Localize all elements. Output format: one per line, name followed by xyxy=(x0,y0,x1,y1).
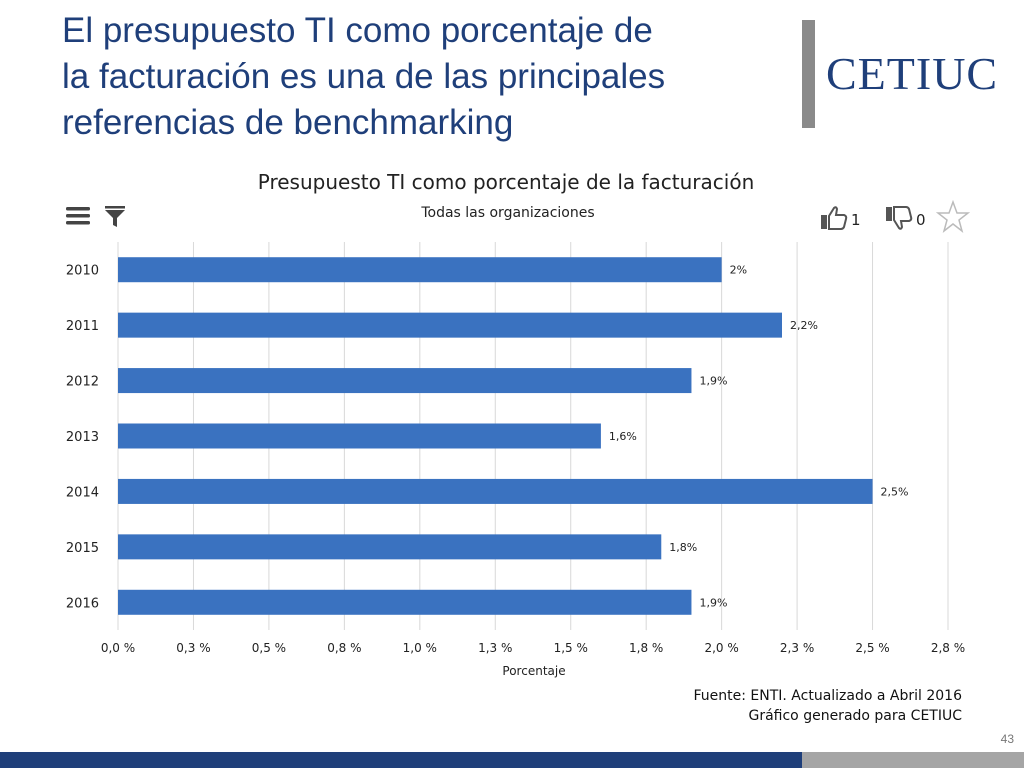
x-tick-label: 2,3 % xyxy=(780,641,814,655)
x-tick-label: 2,5 % xyxy=(855,641,889,655)
source-note: Fuente: ENTI. Actualizado a Abril 2016 G… xyxy=(693,686,962,726)
logo: CETIUC xyxy=(826,48,999,99)
x-tick-label: 1,3 % xyxy=(478,641,512,655)
y-category-label: 2016 xyxy=(66,596,99,611)
bar xyxy=(118,589,692,615)
logo-bar xyxy=(802,20,815,128)
thumbs-down-icon[interactable] xyxy=(885,205,913,231)
data-label: 1,8% xyxy=(669,541,697,554)
y-category-label: 2014 xyxy=(66,485,99,500)
data-label: 1,9% xyxy=(699,596,727,609)
bar xyxy=(118,312,782,338)
filter-icon[interactable] xyxy=(104,205,126,229)
x-tick-label: 1,0 % xyxy=(403,641,437,655)
bar xyxy=(118,257,722,283)
x-tick-label: 0,0 % xyxy=(101,641,135,655)
chart-subtitle: Todas las organizaciones xyxy=(421,205,595,221)
x-tick-label: 0,5 % xyxy=(252,641,286,655)
bar xyxy=(118,534,662,560)
data-label: 2% xyxy=(730,264,747,277)
slide-title-line-3: referencias de benchmarking xyxy=(62,103,514,142)
y-category-label: 2013 xyxy=(66,430,99,445)
y-category-label: 2012 xyxy=(66,375,99,390)
star-icon[interactable] xyxy=(935,199,971,234)
y-category-label: 2015 xyxy=(66,541,99,556)
source-line-1: Fuente: ENTI. Actualizado a Abril 2016 xyxy=(693,688,962,704)
slide-title-line-1: El presupuesto TI como porcentaje de xyxy=(62,11,653,50)
menu-icon[interactable] xyxy=(66,205,92,227)
like-count: 1 xyxy=(851,211,861,229)
x-axis-title: Porcentaje xyxy=(502,664,565,678)
bar xyxy=(118,423,601,449)
slide-title: El presupuesto TI como porcentaje de la … xyxy=(62,8,782,146)
data-label: 1,6% xyxy=(609,430,637,443)
page-number: 43 xyxy=(1000,732,1014,746)
x-tick-label: 0,8 % xyxy=(327,641,361,655)
y-category-label: 2010 xyxy=(66,264,99,279)
x-tick-label: 1,5 % xyxy=(554,641,588,655)
data-label: 2,2% xyxy=(790,319,818,332)
bar xyxy=(118,478,873,504)
footer-bar-gray xyxy=(802,752,1024,768)
thumbs-up-icon[interactable] xyxy=(820,205,848,231)
dislike-count: 0 xyxy=(916,211,926,229)
chart-title: Presupuesto TI como porcentaje de la fac… xyxy=(257,170,755,194)
footer-bar-blue xyxy=(0,752,802,768)
source-line-2: Gráfico generado para CETIUC xyxy=(748,708,962,724)
x-tick-label: 0,3 % xyxy=(176,641,210,655)
data-label: 2,5% xyxy=(881,485,909,498)
bar xyxy=(118,368,692,394)
slide-title-line-2: la facturación es una de las principales xyxy=(62,57,666,96)
x-tick-label: 1,8 % xyxy=(629,641,663,655)
y-category-label: 2011 xyxy=(66,319,99,334)
x-tick-label: 2,8 % xyxy=(931,641,965,655)
data-label: 1,9% xyxy=(699,375,727,388)
x-tick-label: 2,0 % xyxy=(704,641,738,655)
